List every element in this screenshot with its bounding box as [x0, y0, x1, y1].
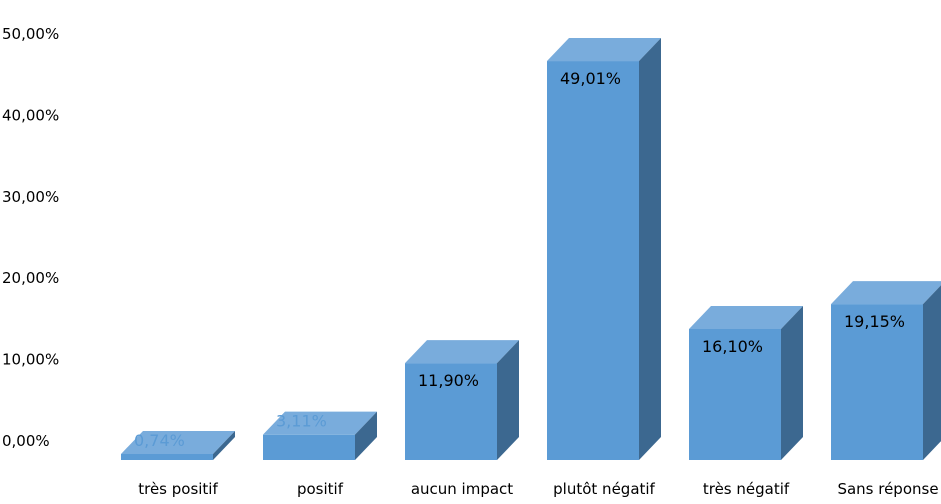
y-tick-label: 40,00% — [2, 106, 59, 124]
bar-side — [639, 38, 661, 461]
bar — [689, 305, 803, 460]
data-label: 3,11% — [276, 412, 327, 431]
y-axis: 0,00% 10,00% 20,00% 30,00% 40,00% 50,00% — [2, 25, 59, 450]
bar-front — [263, 434, 355, 460]
bar — [405, 340, 519, 460]
data-label: 0,74% — [134, 431, 185, 450]
data-label: 11,90% — [418, 371, 479, 390]
data-label: 19,15% — [844, 312, 905, 331]
y-tick-label: 0,00% — [2, 432, 50, 450]
bar-side — [355, 411, 377, 460]
x-tick-label: positif — [297, 480, 344, 498]
x-tick-label: aucun impact — [411, 480, 513, 498]
x-tick-label: Sans réponse — [837, 480, 938, 498]
bar-top — [405, 340, 519, 364]
bar-top — [689, 305, 803, 329]
data-label: 49,01% — [560, 69, 621, 88]
bar-front — [405, 363, 497, 460]
bar — [121, 430, 235, 460]
x-tick-label: plutôt négatif — [553, 480, 655, 498]
y-tick-label: 10,00% — [2, 351, 59, 369]
y-tick-label: 20,00% — [2, 269, 59, 287]
bar-side — [923, 285, 941, 460]
data-label: 16,10% — [702, 337, 763, 356]
bar-side — [213, 430, 235, 460]
bar — [263, 411, 377, 460]
bar-side — [781, 305, 803, 460]
bar-top — [263, 411, 377, 435]
y-tick-label: 30,00% — [2, 188, 59, 206]
x-axis: très positif positif aucun impact plutôt né… — [138, 480, 938, 498]
x-tick-label: très positif — [138, 480, 218, 498]
bar-top — [121, 430, 235, 454]
bar-top — [547, 38, 661, 62]
bar-front — [831, 304, 923, 460]
bar-top — [831, 281, 941, 305]
bar — [831, 281, 941, 460]
bar-front — [689, 328, 781, 460]
bar-side — [497, 340, 519, 460]
bar — [547, 38, 661, 461]
bar-front — [547, 61, 639, 461]
y-tick-label: 50,00% — [2, 25, 59, 43]
bars: 0,74% 3,11% 11,90% 49,01% 16,10% 19,15% — [121, 38, 941, 461]
x-tick-label: très négatif — [703, 480, 790, 498]
bar-front — [121, 453, 213, 460]
